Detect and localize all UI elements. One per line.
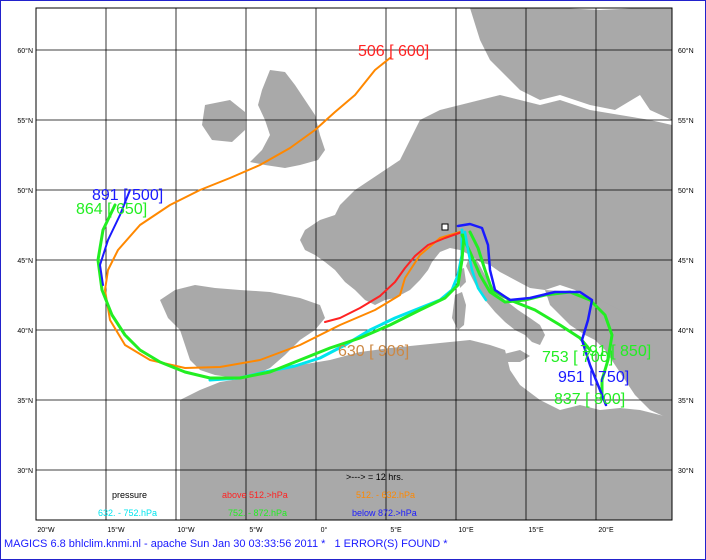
track-label-blue-east: 951 [ 750] [558,369,629,386]
lon-label: 10°E [458,526,474,534]
trajectory-red [324,231,463,323]
start-marker [441,223,449,231]
lat-label-left: 55°N [17,117,33,125]
track-label-red: 630 [ 906] [338,343,409,360]
legend-item-cyan: 632. - 752.hPa [98,508,157,518]
legend-pressure-label: pressure [112,490,147,500]
track-labels: 506 [ 600] 891 [ 500] 864 [ 650] 630 [ 9… [76,43,651,408]
land-iberia [160,285,325,378]
land-layer [160,8,672,520]
lat-label-left: 50°N [17,187,33,195]
lon-label: 5°W [249,526,263,534]
track-label-green-east-1: 791 [ 850] [580,343,651,360]
land-central-europe [300,95,672,330]
lat-label: 40°N [678,327,694,335]
lon-label: 15°E [528,526,544,534]
track-label-green-east-3: 837 [ 800] [554,391,625,408]
trajectory-blue-east [456,222,608,407]
lat-label: 55°N [678,117,694,125]
trajectory-cyan-east [463,230,488,302]
track-label-green-east-2: 753 [ 700] [542,349,613,366]
land-north-africa [180,340,672,520]
lon-label: 0° [321,526,328,534]
land-ireland [202,100,245,142]
track-label-orange: 506 [ 600] [358,43,429,60]
legend-item-below: below 872.>hPa [352,508,417,518]
footer: MAGICS 6.8 bhlclim.knmi.nl - apache Sun … [4,538,454,550]
legend-interval: >---> = 12 hrs. [346,472,403,482]
track-label-green-west: 864 [ 650] [76,201,147,218]
lat-label: 50°N [678,187,694,195]
lat-label-left: 45°N [17,257,33,265]
lon-label: 5°E [390,526,402,534]
lat-label: 45°N [678,257,694,265]
footer-left: MAGICS 6.8 bhlclim.knmi.nl - apache Sun … [4,538,326,550]
lat-label: 35°N [678,397,694,405]
lon-label: 20°E [598,526,614,534]
lat-label-left: 60°N [17,47,33,55]
lat-label-left: 40°N [17,327,33,335]
land-great-britain [250,70,325,168]
footer-right: 1 ERROR(S) FOUND * [334,538,448,550]
trajectories [96,57,614,407]
lon-label: 10°W [177,526,195,534]
map-border [35,7,673,521]
lat-label: 60°N [678,47,694,55]
legend-item-green: 752. - 872.hPa [228,508,287,518]
lat-label: 30°N [678,467,694,475]
lon-labels: 20°W 15°W 10°W 5°W 0° 5°E 10°E 15°E 20°E [37,526,614,534]
lat-label-left: 35°N [17,397,33,405]
legend: >---> = 12 hrs. pressure above 512.>hPa … [98,472,417,518]
trajectory-blue-west [99,189,131,286]
land-sicily [500,350,530,362]
lon-label: 20°W [37,526,55,534]
lat-labels-left: 60°N 55°N 50°N 45°N 40°N 35°N 30°N [17,47,33,475]
trajectory-green-west [96,203,466,380]
land-scandinavia [470,8,672,120]
lat-labels: 60°N 55°N 50°N 45°N 40°N 35°N 30°N [678,47,694,475]
legend-item-orange: 512. - 632.hPa [356,490,415,500]
trajectory-green-east-1 [460,233,614,400]
lat-label-left: 30°N [17,467,33,475]
land-sardinia [452,292,466,330]
land-italy [466,255,545,345]
lon-label: 15°W [107,526,125,534]
legend-item-above: above 512.>hPa [222,490,288,500]
track-label-blue-west: 891 [ 500] [92,187,163,204]
